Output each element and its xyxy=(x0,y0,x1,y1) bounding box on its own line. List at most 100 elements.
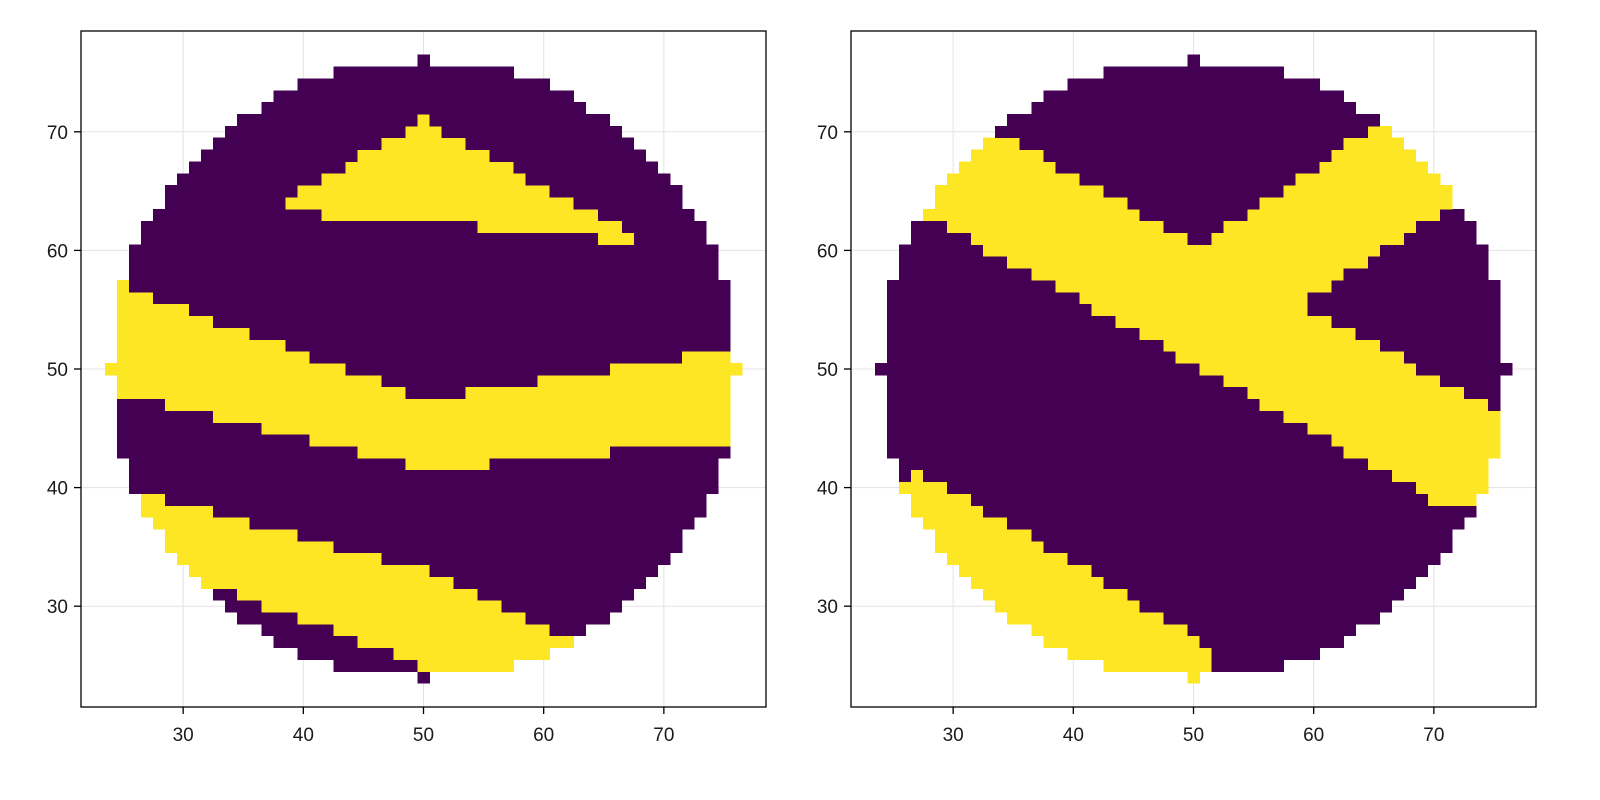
heatmap-cell xyxy=(1259,232,1273,245)
heatmap-cell xyxy=(1403,208,1417,222)
heatmap-cell xyxy=(453,434,466,447)
heatmap-cell xyxy=(681,481,695,494)
heatmap-cell xyxy=(597,185,611,198)
heatmap-cell xyxy=(549,185,563,198)
heatmap-cell xyxy=(321,102,334,115)
heatmap-cell xyxy=(201,185,214,198)
heatmap-cell xyxy=(1403,446,1417,459)
heatmap-cell xyxy=(357,659,370,672)
heatmap-cell xyxy=(381,493,394,506)
heatmap-cell xyxy=(1163,635,1176,649)
heatmap-cell xyxy=(971,517,984,530)
heatmap-cell xyxy=(189,529,202,542)
heatmap-cell xyxy=(261,185,274,198)
heatmap-cell xyxy=(165,493,178,506)
heatmap-cell xyxy=(1019,457,1032,471)
heatmap-cell xyxy=(971,363,984,376)
heatmap-cell xyxy=(393,434,406,447)
heatmap-cell xyxy=(717,386,731,400)
heatmap-cell xyxy=(1235,78,1248,91)
heatmap-cell xyxy=(1031,576,1044,589)
heatmap-cell xyxy=(1295,434,1309,447)
heatmap-cell xyxy=(1451,339,1465,352)
heatmap-cell xyxy=(237,398,250,411)
heatmap-cell xyxy=(1259,161,1273,174)
heatmap-cell xyxy=(995,303,1008,317)
heatmap-cell xyxy=(621,149,635,162)
heatmap-cell xyxy=(1355,374,1369,388)
heatmap-cell xyxy=(225,232,238,245)
heatmap-cell xyxy=(1103,600,1116,613)
heatmap-cell xyxy=(1139,291,1152,305)
heatmap-cell xyxy=(1403,481,1417,494)
heatmap-cell xyxy=(201,386,214,400)
heatmap-cell xyxy=(141,291,154,305)
heatmap-cell xyxy=(405,125,418,139)
heatmap-cell xyxy=(525,256,539,269)
heatmap-cell xyxy=(309,78,322,91)
heatmap-cell xyxy=(1187,612,1200,625)
heatmap-cell xyxy=(597,469,611,483)
heatmap-cell xyxy=(1367,197,1381,210)
heatmap-cell xyxy=(1043,280,1056,293)
heatmap-cell xyxy=(1115,268,1128,281)
heatmap-cell xyxy=(1019,363,1032,376)
heatmap-cell xyxy=(1187,422,1200,435)
heatmap-cell xyxy=(561,208,575,222)
heatmap-cell xyxy=(983,481,996,494)
heatmap-cell xyxy=(417,363,430,376)
heatmap-cell xyxy=(1319,493,1333,506)
heatmap-cell xyxy=(285,220,298,234)
heatmap-cell xyxy=(1007,540,1020,554)
heatmap-cell xyxy=(333,446,346,459)
heatmap-cell xyxy=(117,339,130,352)
heatmap-cell xyxy=(405,517,418,530)
heatmap-cell xyxy=(947,469,960,483)
heatmap-cell xyxy=(705,244,719,257)
heatmap-cell xyxy=(1163,363,1176,376)
heatmap-cell xyxy=(513,208,527,222)
heatmap-cell xyxy=(1199,220,1212,234)
heatmap-cell xyxy=(971,469,984,483)
heatmap-cell xyxy=(429,208,442,222)
heatmap-cell xyxy=(1403,493,1417,506)
heatmap-cell xyxy=(393,315,406,328)
heatmap-cell xyxy=(585,268,599,281)
heatmap-cell xyxy=(1163,434,1176,447)
heatmap-cell xyxy=(681,244,695,257)
heatmap-cell xyxy=(621,434,635,447)
heatmap-cell xyxy=(1235,244,1248,257)
heatmap-cell xyxy=(1055,303,1068,317)
heatmap-cell xyxy=(1031,612,1044,625)
heatmap-cell xyxy=(261,623,274,637)
heatmap-cell xyxy=(153,517,166,530)
heatmap-cell xyxy=(501,469,515,483)
heatmap-cell xyxy=(1295,102,1309,115)
heatmap-cell xyxy=(153,363,166,376)
heatmap-cell xyxy=(1079,386,1092,400)
heatmap-cell xyxy=(573,481,587,494)
heatmap-cell xyxy=(561,220,575,234)
heatmap-cell xyxy=(1067,517,1080,530)
heatmap-cell xyxy=(477,540,490,554)
heatmap-cell xyxy=(225,363,238,376)
heatmap-cell xyxy=(983,529,996,542)
heatmap-cell xyxy=(429,540,442,554)
heatmap-cell xyxy=(1355,434,1369,447)
heatmap-cell xyxy=(537,161,551,174)
heatmap-cell xyxy=(273,185,286,198)
heatmap-cell xyxy=(1487,291,1501,305)
heatmap-cell xyxy=(129,434,142,447)
heatmap-cell xyxy=(513,505,527,518)
heatmap-cell xyxy=(887,280,900,293)
heatmap-cell xyxy=(273,588,286,601)
heatmap-cell xyxy=(1307,339,1321,352)
heatmap-cell xyxy=(1175,659,1188,672)
heatmap-cell xyxy=(1079,102,1092,115)
heatmap-cell xyxy=(561,564,575,577)
heatmap-cell xyxy=(261,386,274,400)
heatmap-cell xyxy=(1187,576,1200,589)
heatmap-cell xyxy=(1187,410,1200,423)
heatmap-cell xyxy=(1235,647,1248,660)
heatmap-cell xyxy=(609,564,623,577)
